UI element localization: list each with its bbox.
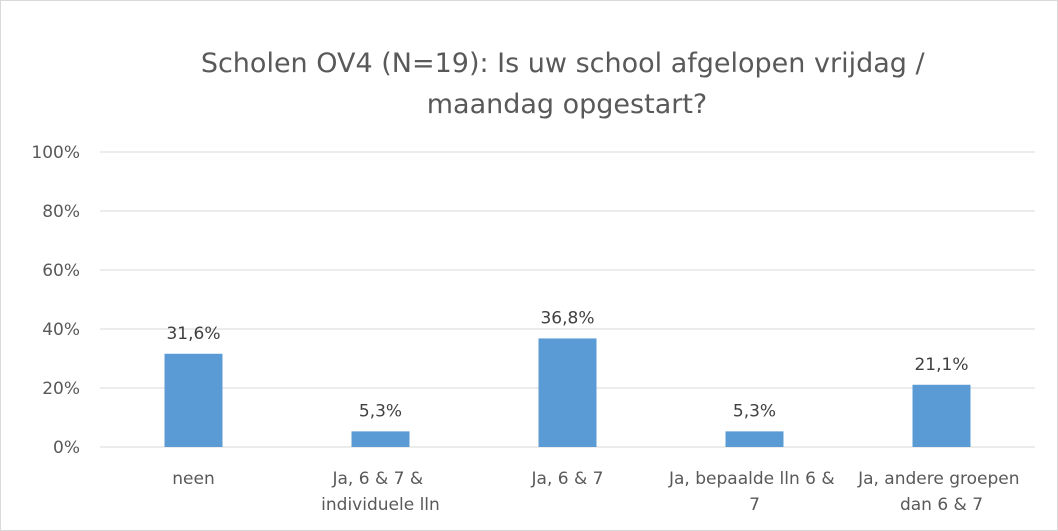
y-tick-label: 20% <box>42 379 80 399</box>
y-tick-label: 60% <box>42 261 80 281</box>
x-tick-label: Ja, 6 & 7 <box>531 469 604 489</box>
chart-title: Scholen OV4 (N=19): Is uw school afgelop… <box>201 48 933 120</box>
value-label: 5,3% <box>733 401 776 421</box>
x-tick-label: neen <box>172 469 214 489</box>
value-label: 31,6% <box>166 324 220 344</box>
y-tick-label: 40% <box>42 320 80 340</box>
bar <box>164 353 223 447</box>
bar <box>912 384 971 447</box>
y-tick-label: 100% <box>31 143 80 163</box>
x-tick-label: Ja, andere groepen dan 6 & 7 <box>857 469 1025 515</box>
x-tick-label: Ja, bepaalde lln 6 & 7 <box>668 469 840 515</box>
bar <box>725 431 784 447</box>
x-tick-label: Ja, 6 & 7 & individuele lln <box>321 469 440 515</box>
y-tick-label: 0% <box>53 438 80 458</box>
value-label: 5,3% <box>359 401 402 421</box>
bar <box>538 338 597 447</box>
value-label: 36,8% <box>540 308 594 328</box>
value-label: 21,1% <box>914 355 968 375</box>
y-tick-label: 80% <box>42 202 80 222</box>
bar <box>351 431 410 447</box>
